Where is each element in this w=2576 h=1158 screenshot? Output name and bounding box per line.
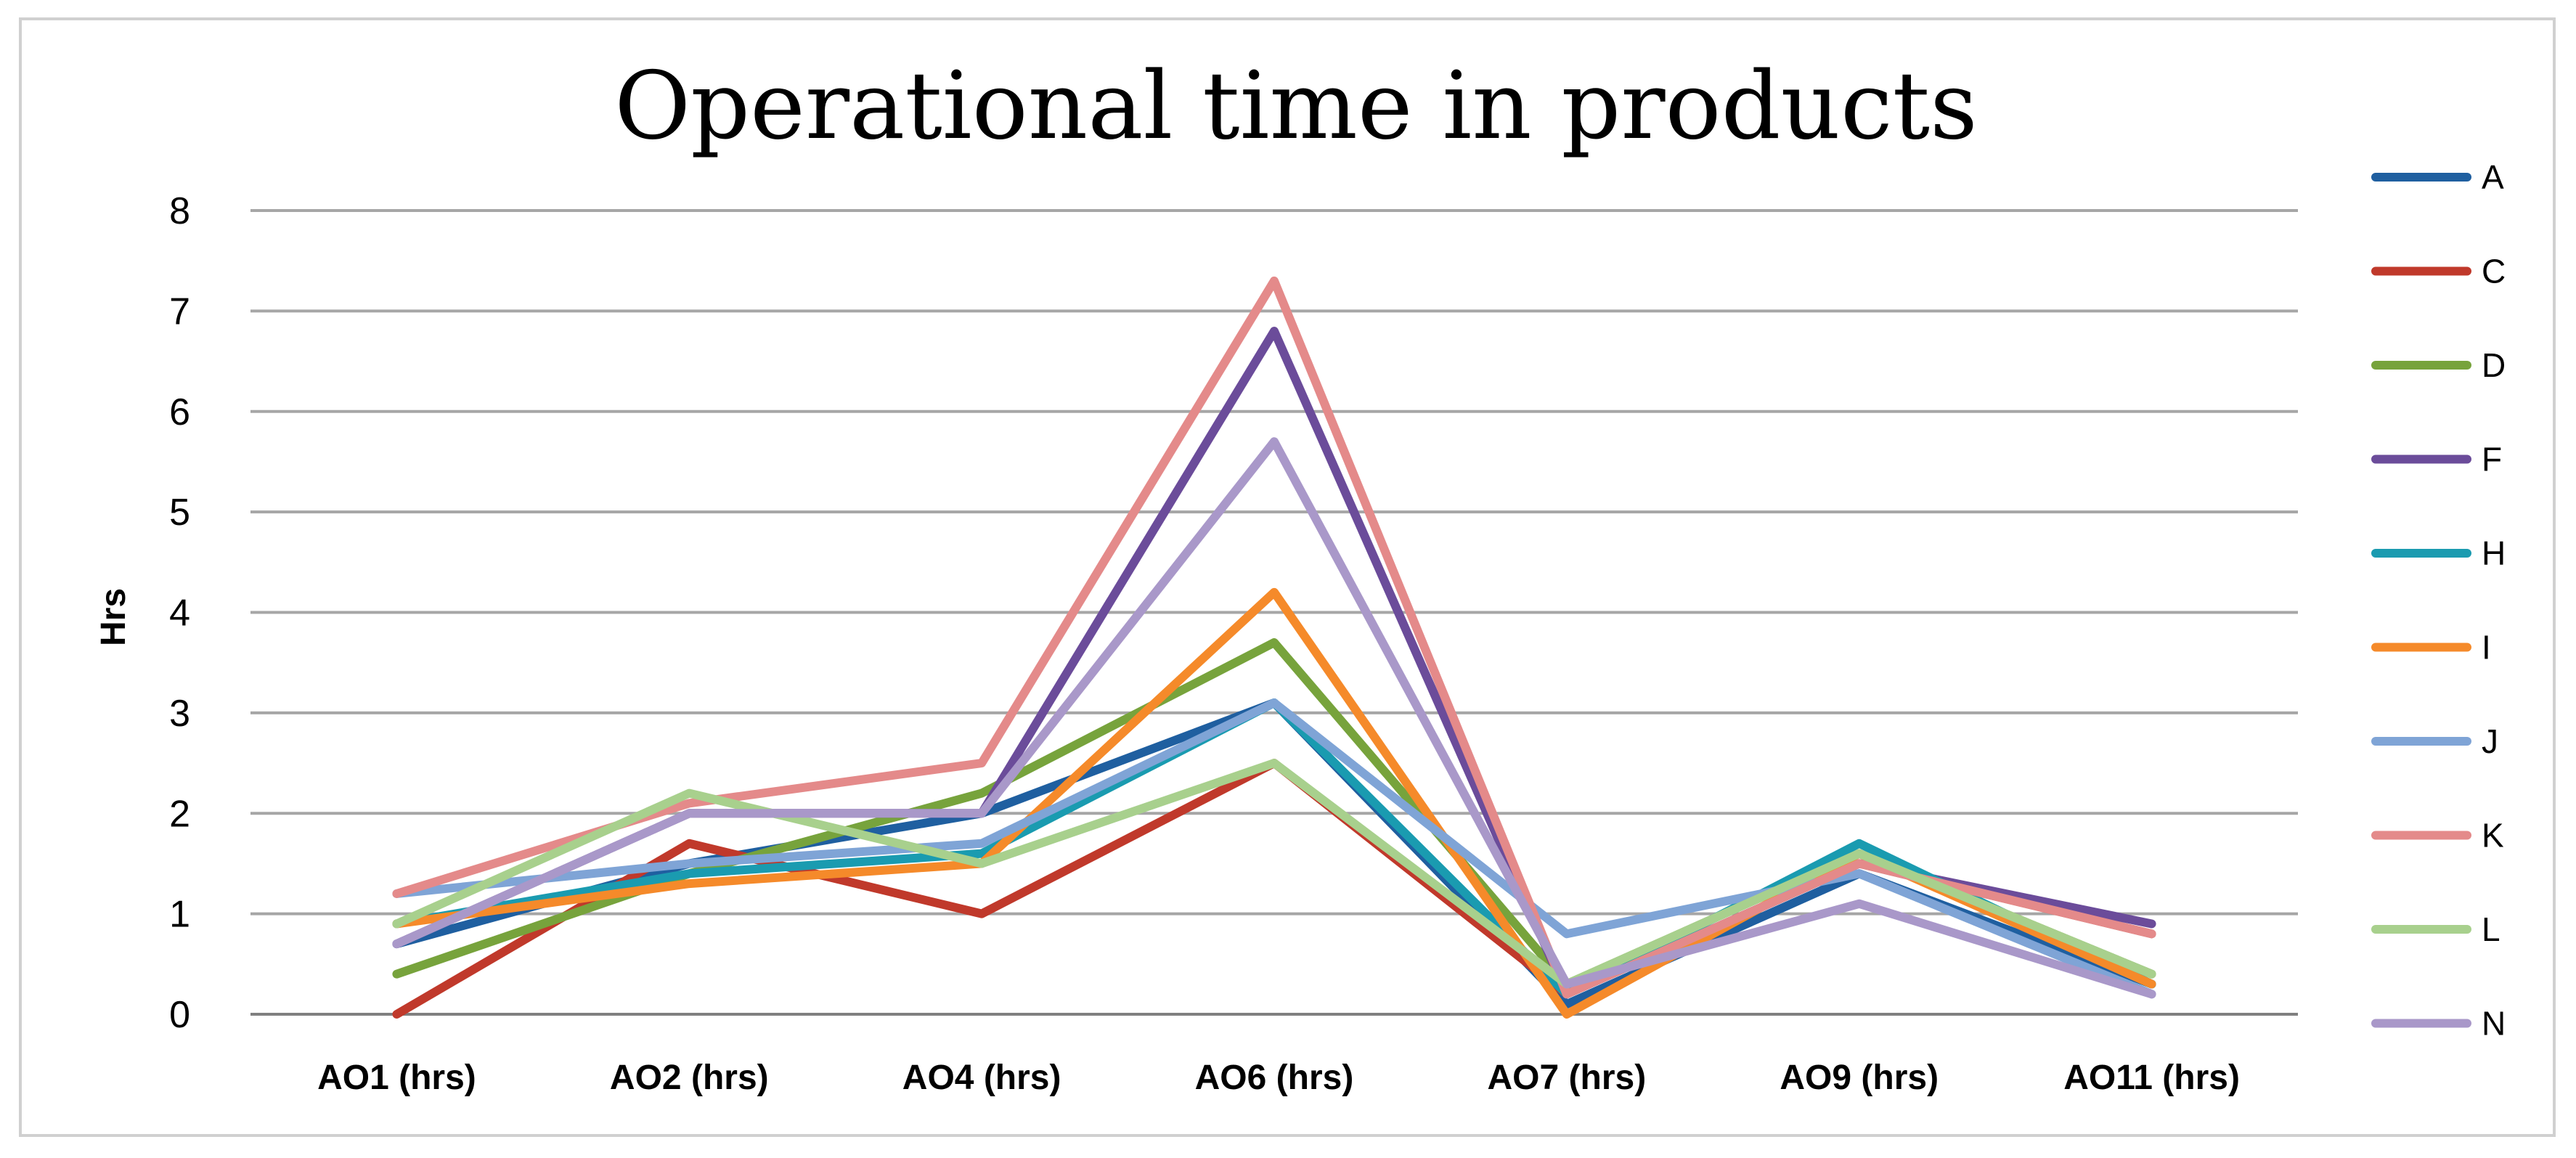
legend-label: H bbox=[2482, 534, 2506, 572]
y-tick-label: 2 bbox=[169, 793, 190, 835]
legend-label: K bbox=[2482, 817, 2504, 855]
legend-label: D bbox=[2482, 346, 2506, 384]
x-tick-label: AO9 (hrs) bbox=[1780, 1059, 1939, 1097]
x-tick-label: AO11 (hrs) bbox=[2063, 1059, 2240, 1097]
series-line-H bbox=[392, 698, 2156, 999]
series-line-J bbox=[392, 698, 2156, 999]
series-line-L bbox=[392, 759, 2156, 989]
y-tick-label: 7 bbox=[169, 290, 190, 333]
y-axis-label: Hrs bbox=[94, 588, 133, 646]
series-line-N bbox=[392, 437, 2156, 999]
legend-label: A bbox=[2482, 158, 2504, 196]
series-line-F bbox=[392, 327, 2156, 999]
legend-label: N bbox=[2482, 1005, 2506, 1043]
x-axis-ticks: AO1 (hrs) AO2 (hrs) AO4 (hrs) AO6 (hrs) AO7 … bbox=[317, 1059, 2240, 1097]
chart-title: Operational time in products bbox=[614, 52, 1978, 160]
legend-item-D: D bbox=[2371, 346, 2506, 384]
y-tick-label: 4 bbox=[169, 592, 190, 635]
legend-item-L: L bbox=[2371, 910, 2500, 948]
y-tick-label: 5 bbox=[169, 492, 190, 534]
grid-lines bbox=[250, 209, 2298, 1016]
series-line-K bbox=[392, 276, 2156, 999]
y-tick-label: 3 bbox=[169, 693, 190, 735]
y-tick-label: 8 bbox=[169, 190, 190, 232]
legend-label: C bbox=[2482, 253, 2506, 290]
x-tick-label: AO1 (hrs) bbox=[317, 1059, 476, 1097]
x-tick-label: AO7 (hrs) bbox=[1488, 1059, 1647, 1097]
x-tick-label: AO4 (hrs) bbox=[902, 1059, 1061, 1097]
legend: A C D F H I J K L N bbox=[2371, 158, 2506, 1043]
y-tick-label: 1 bbox=[169, 894, 190, 936]
legend-label: J bbox=[2482, 722, 2498, 760]
legend-item-K: K bbox=[2371, 817, 2504, 855]
legend-item-A: A bbox=[2371, 158, 2504, 196]
legend-label: L bbox=[2482, 910, 2500, 948]
legend-item-F: F bbox=[2371, 441, 2502, 478]
legend-item-N: N bbox=[2371, 1005, 2506, 1043]
y-tick-label: 0 bbox=[169, 994, 190, 1036]
legend-item-I: I bbox=[2371, 629, 2491, 666]
legend-label: F bbox=[2482, 441, 2502, 478]
legend-label: I bbox=[2482, 629, 2491, 666]
legend-item-J: J bbox=[2371, 722, 2498, 760]
legend-item-C: C bbox=[2371, 253, 2506, 290]
chart-frame bbox=[19, 17, 2556, 1137]
legend-item-H: H bbox=[2371, 534, 2506, 572]
y-axis-ticks: 0 1 2 3 4 5 6 7 8 bbox=[169, 190, 190, 1036]
series-lines bbox=[392, 276, 2156, 1019]
x-tick-label: AO2 (hrs) bbox=[610, 1059, 769, 1097]
x-tick-label: AO6 (hrs) bbox=[1195, 1059, 1354, 1097]
y-tick-label: 6 bbox=[169, 391, 190, 433]
